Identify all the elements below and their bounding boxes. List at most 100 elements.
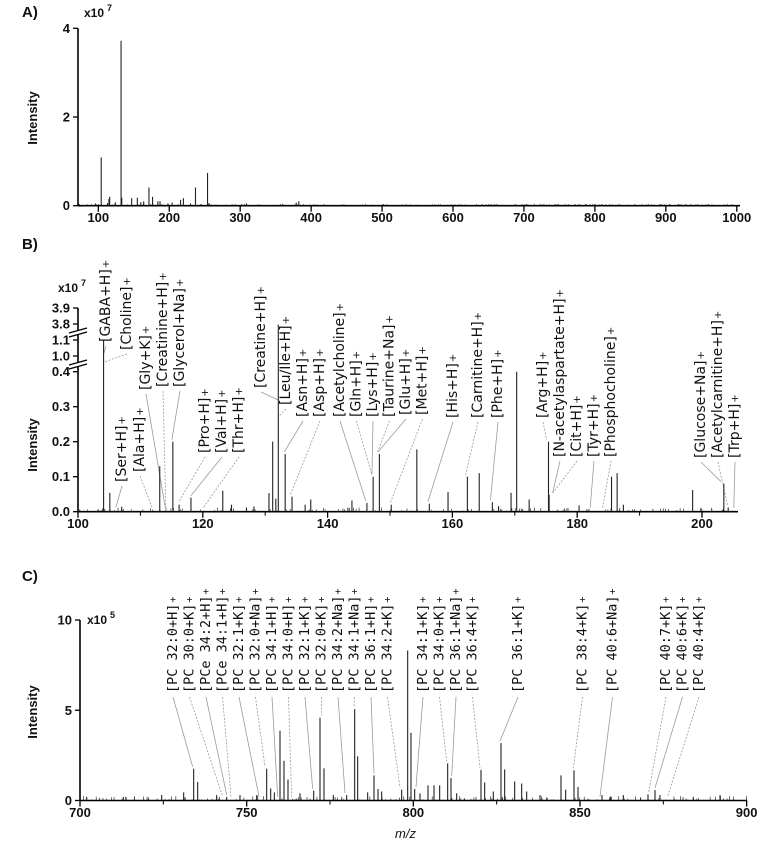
x-tick-label: 750 — [236, 805, 258, 820]
annotation-leader-line — [104, 353, 128, 363]
axis-break-mark — [68, 331, 88, 338]
annotation-leader-line — [189, 696, 224, 797]
annotation-text: [Thr+H] — [231, 397, 247, 453]
peak-annotation: [PC 34:1+K]+ — [415, 597, 431, 693]
annotation-text: [Gln+H] — [349, 360, 365, 417]
annotation-text: [PC 34:2+Na] — [330, 595, 346, 693]
annotation-leader-line — [387, 696, 401, 788]
annotation-charge: + — [117, 416, 128, 424]
y-exponent: 7 — [107, 3, 112, 13]
axis-break-mark — [68, 363, 88, 370]
annotation-text: [PC 32:0+K] — [314, 604, 330, 693]
annotation-leader-line — [589, 460, 595, 508]
annotation-text: [PC 32:1+K] — [231, 604, 247, 693]
annotation-text: [PCe 34:2+H] — [198, 595, 214, 693]
peak-annotation: [Thr+H] + — [231, 387, 247, 453]
annotation-text: [PC 40:6+Na] — [605, 595, 621, 693]
peak-annotation: [PCe 34:1+H]+ — [215, 588, 231, 693]
annotation-text: [PC 34:2+K] — [380, 604, 396, 693]
y-tick-label: 0.2 — [52, 434, 70, 449]
annotation-charge: + — [141, 326, 152, 334]
y-tick-label: 1.0 — [52, 349, 70, 364]
annotation-text: [Phe+H] — [490, 359, 506, 418]
annotation-text: [PC 34:0+H] — [281, 604, 297, 693]
x-tick-label: 100 — [87, 210, 109, 225]
annotation-text: [PC 34:1+H] — [264, 604, 280, 693]
annotation-text: [Taurine+Na] — [382, 324, 398, 417]
peak-annotation: [PC 36:1+Na]+ — [448, 588, 464, 693]
annotation-text: [PC 36:1+H] — [363, 604, 379, 693]
x-tick-label: 700 — [513, 210, 535, 225]
peak-annotation: [GABA+H]+ — [98, 260, 114, 342]
annotation-charge: + — [368, 352, 379, 360]
annotation-leader-line — [390, 418, 423, 503]
annotation-text: [Gly+K] — [138, 335, 154, 390]
peak-annotation: [PC 32:0+H]+ — [165, 597, 181, 693]
annotation-charge: + — [384, 315, 395, 323]
peak-annotation: [Ala+H] + — [132, 407, 148, 472]
annotation-text: [Leu/Ile+H] — [278, 325, 294, 405]
annotation-leader-line — [162, 390, 167, 508]
annotation-leader-line — [377, 418, 407, 453]
y-exponent: 5 — [110, 610, 115, 620]
peak-annotation: [Asp+H]+ — [312, 349, 328, 417]
annotation-text: [PC 36:4+K] — [465, 604, 481, 693]
annotation-text: [Val+H] — [214, 399, 230, 453]
annotation-text: [PC 40:6+K] — [675, 604, 691, 693]
annotation-leader-line — [278, 408, 287, 418]
annotation-text: [Met+H] — [415, 356, 431, 415]
x-tick-label: 900 — [736, 805, 758, 820]
annotation-text: [PC 32:0+Na] — [248, 595, 264, 693]
annotation-text: [Tyr+H] — [586, 403, 602, 457]
annotation-text: [Asn+H] — [295, 358, 311, 417]
annotation-leader-line — [202, 456, 240, 508]
annotation-leader-line — [377, 420, 390, 453]
y-tick-label: 1.1 — [52, 333, 70, 348]
annotation-leader-line — [415, 696, 424, 787]
y-axis-label: Intensity — [25, 91, 40, 145]
annotation-charge: + — [589, 394, 600, 402]
peak-annotation: [PC 34:1+Na]+ — [347, 588, 363, 693]
x-tick-label: 400 — [300, 210, 322, 225]
annotation-text: [Ala+H] — [132, 417, 148, 472]
annotation-charge: + — [168, 597, 179, 603]
annotation-text: [PC 36:1+K] — [510, 604, 526, 693]
peak-annotation: [Gly+K]+ — [138, 326, 154, 390]
y-tick-label: 3.8 — [52, 317, 70, 332]
peak-annotation: [Taurine+Na]+ — [382, 315, 398, 417]
annotation-charge: + — [333, 588, 344, 594]
annotation-leader-line — [439, 696, 448, 762]
annotation-charge: + — [730, 394, 741, 402]
peak-annotation: [Acetylcholine]+ — [332, 303, 348, 417]
peak-annotation: [N-acetylaspartate+H]+ — [552, 289, 568, 457]
x-tick-label: 120 — [192, 516, 214, 531]
panel-label: C) — [22, 568, 38, 585]
annotation-charge: + — [283, 597, 294, 603]
annotation-charge: + — [200, 388, 211, 396]
peak-annotation: [Carnitine+H]+ — [470, 312, 486, 418]
annotation-leader-line — [145, 393, 166, 508]
y-axis-label: Intensity — [25, 685, 40, 739]
annotation-leader-line — [255, 696, 266, 767]
y-tick-label: 4 — [63, 21, 71, 36]
annotation-leader-line — [572, 696, 583, 769]
peak-annotation: [PC 40:6+Na]+ — [605, 588, 621, 693]
annotation-text: [N-acetylaspartate+H] — [552, 298, 568, 457]
annotation-text: [PC 36:1+Na] — [448, 595, 464, 693]
annotation-charge: + — [473, 312, 484, 320]
annotation-charge: + — [572, 395, 583, 403]
peak-annotation: [Glu+H]+ — [398, 349, 414, 415]
peak-annotation: [Val+H] + — [214, 389, 230, 453]
annotation-text: [PC 32:1+K] — [297, 604, 313, 693]
annotation-text: [PC 34:1+Na] — [347, 595, 363, 693]
peak-annotation: [Lys+H] + — [365, 352, 381, 417]
peak-annotation: [PC 32:0+Na]+ — [248, 588, 264, 693]
annotation-leader-line — [288, 696, 293, 797]
annotation-charge: + — [175, 279, 186, 287]
annotation-charge: + — [217, 389, 228, 397]
annotation-charge: + — [577, 597, 588, 603]
peak-annotation: [Creatine+H] + — [253, 286, 269, 388]
x-tick-label: 160 — [442, 516, 464, 531]
peak-annotation: [PC 40:7+K]+ — [658, 597, 674, 693]
